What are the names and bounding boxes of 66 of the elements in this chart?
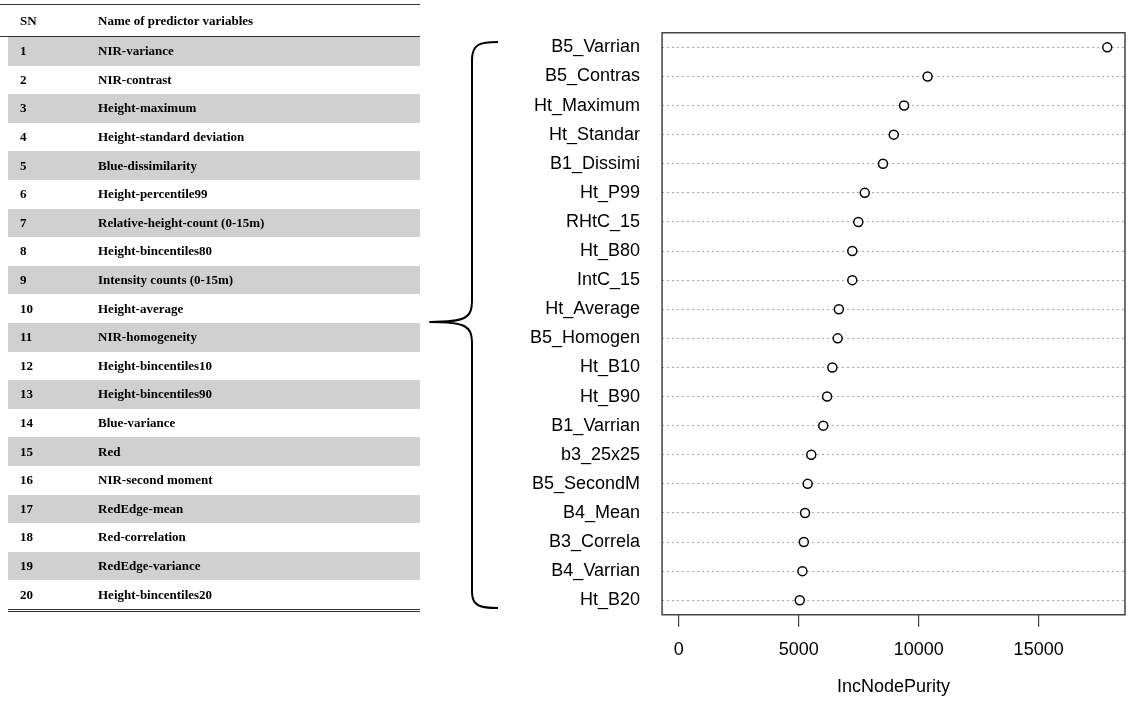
- text: 20 Height-bincentiles20: [20, 586, 213, 602]
- text: 11 NIR-homogeneity: [20, 329, 197, 345]
- y-tick-label: B5_Homogen: [530, 327, 641, 349]
- point: [818, 420, 829, 431]
- text: 4 Height-standard deviation: [20, 129, 245, 145]
- y-tick-label: Ht_Standar: [549, 123, 641, 145]
- text: 5 Blue-dissimilarity: [20, 157, 197, 173]
- point: [799, 507, 811, 519]
- x-tick-label: 10000: [893, 638, 944, 659]
- y-tick-label: B1_Dissimi: [550, 152, 641, 174]
- text: 19 RedEdge-variance: [20, 557, 201, 573]
- point: [794, 595, 805, 606]
- text: 8 Height-bincentiles80: [20, 243, 213, 259]
- y-tick-label: Ht_P99: [580, 181, 641, 203]
- y-tick-label: B3_Correla: [549, 531, 642, 553]
- y-tick-label: B4_Varrian: [551, 560, 641, 582]
- point: [877, 158, 889, 169]
- text: SN Name of predictor variables: [20, 12, 254, 28]
- y-tick-label: Ht_B90: [580, 385, 641, 407]
- point: [806, 449, 817, 460]
- text: 7 Relative-height-count (0-15m): [20, 214, 265, 230]
- y-tick-label: B5_SecondM: [532, 472, 641, 494]
- text: 1 NIR-variance: [20, 43, 174, 59]
- text: 9 Intensity counts (0-15m): [20, 272, 234, 288]
- point: [832, 333, 843, 344]
- point: [827, 362, 838, 373]
- point: [859, 187, 870, 199]
- point: [853, 216, 864, 228]
- x-axis-title: IncNodePurity: [837, 676, 951, 697]
- point: [847, 245, 858, 257]
- x-tick-label: 15000: [1013, 638, 1064, 659]
- point: [797, 565, 808, 577]
- y-tick-label: Ht_B10: [580, 356, 641, 378]
- text: 18 Red-correlation: [20, 529, 186, 545]
- point: [888, 129, 900, 140]
- text: 3 Height-maximum: [20, 100, 197, 116]
- text: 13 Height-bincentiles90: [20, 386, 213, 402]
- x-tick-label: 5000: [778, 638, 819, 659]
- point: [1102, 42, 1113, 53]
- point: [802, 478, 813, 490]
- point: [821, 391, 833, 402]
- y-tick-label: Ht_B80: [580, 240, 641, 262]
- point: [798, 536, 810, 548]
- text: 2 NIR-contrast: [20, 71, 172, 87]
- text: 12 Height-bincentiles10: [20, 357, 213, 373]
- text: 16 NIR-second moment: [20, 472, 213, 488]
- y-tick-label: B1_Varrian: [551, 414, 641, 436]
- point: [847, 274, 858, 286]
- y-tick-label: Ht_Maximum: [534, 94, 641, 116]
- y-tick-label: B4_Mean: [563, 501, 641, 523]
- text: 15 Red: [20, 443, 121, 459]
- point: [898, 100, 910, 111]
- y-tick-label: Ht_B20: [580, 589, 641, 611]
- y-tick-label: RHtC_15: [566, 210, 641, 232]
- x-tick-label: 0: [673, 638, 684, 659]
- text: 6 Height-percentile99: [20, 186, 208, 202]
- y-tick-label: B5_Contras: [545, 65, 641, 87]
- point: [922, 71, 933, 82]
- y-tick-label: Ht_Average: [545, 298, 641, 320]
- text: 10 Height-average: [20, 300, 184, 316]
- text: 17 RedEdge-mean: [20, 500, 184, 516]
- point: [833, 304, 845, 315]
- text: 14 Blue-variance: [20, 415, 176, 431]
- y-tick-label: B5_Varrian: [551, 36, 641, 58]
- y-tick-label: b3_25x25: [561, 443, 641, 465]
- y-tick-label: IntC_15: [577, 269, 641, 291]
